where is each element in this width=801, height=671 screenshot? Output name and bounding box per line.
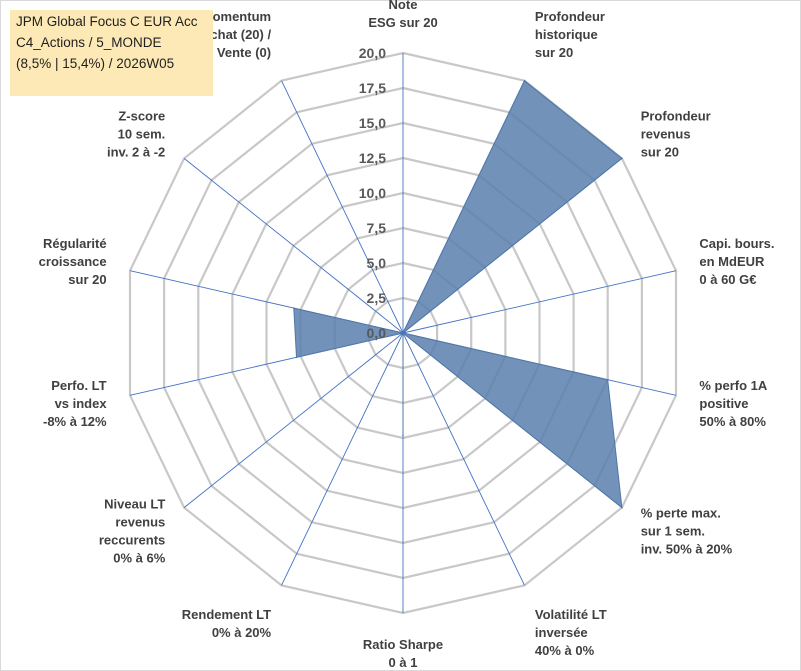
axis-label-line: 40% à 0%: [535, 643, 595, 658]
spoke-8: [281, 332, 404, 586]
axis-label-5: % perte max. sur 1 sem. inv. 50% à 20%: [641, 505, 733, 556]
spoke-6: [402, 332, 525, 586]
axis-label-line: sur 1 sem.: [641, 523, 705, 538]
axis-label-1: Profondeur historique sur 20: [535, 9, 605, 60]
label-layer: Note ESG sur 20 Profondeur historique sur 20…: [39, 0, 775, 670]
chart-title-line-1: JPM Global Focus C EUR Acc: [16, 14, 198, 29]
axis-label-line: Achat (20) /: [201, 27, 271, 42]
axis-label-line: 0% à 6%: [113, 550, 165, 565]
tick-label-1: 2,5: [367, 290, 387, 306]
tick-label-8: 20,0: [359, 45, 386, 61]
axis-label-13: Momentum Achat (20) / Vente (0): [201, 9, 271, 60]
tick-label-5: 12,5: [359, 150, 386, 166]
axis-label-12: Z-score 10 sem. inv. 2 à -2: [107, 109, 165, 160]
axis-label-line: Note: [389, 0, 418, 12]
axis-label-6: Volatilité LT inversée 40% à 0%: [535, 607, 607, 658]
tick-label-7: 17,5: [359, 80, 386, 96]
axis-label-line: sur 20: [641, 145, 679, 160]
spoke-13: [281, 80, 404, 334]
data-point-4: [606, 378, 609, 381]
axis-label-line: inv. 50% à 20%: [641, 541, 733, 556]
axis-label-line: revenus: [641, 127, 691, 142]
axis-label-line: -8% à 12%: [43, 414, 107, 429]
axis-label-line: vs index: [55, 396, 108, 411]
axis-label-line: % perfo 1A: [699, 378, 768, 393]
data-point-10: [295, 356, 298, 359]
axis-label-line: Z-score: [118, 109, 165, 124]
chart-title-box: JPM Global Focus C EUR Acc C4_Actions / …: [10, 10, 213, 96]
axis-label-line: en MdEUR: [699, 254, 765, 269]
axis-label-10: Perfo. LT vs index -8% à 12%: [43, 378, 107, 429]
chart-title-line-2: C4_Actions / 5_MONDE: [16, 35, 162, 50]
data-point-5: [621, 506, 623, 509]
tick-label-4: 10,0: [359, 185, 386, 201]
axis-label-line: revenus: [115, 514, 165, 529]
axis-label-line: Perfo. LT: [51, 378, 106, 393]
axis-label-9: Niveau LT revenus reccurents 0% à 6%: [99, 496, 166, 565]
spoke-12: [183, 158, 404, 334]
spoke-3: [402, 270, 677, 334]
tick-label-3: 7,5: [367, 220, 387, 236]
axis-label-0: Note ESG sur 20: [368, 0, 437, 30]
series-layer: [293, 79, 623, 509]
axis-label-line: Momentum: [202, 9, 271, 24]
axis-label-line: Volatilité LT: [535, 607, 607, 622]
axis-label-line: ESG sur 20: [368, 15, 437, 30]
axis-label-line: Capi. bours.: [699, 236, 774, 251]
data-point-13: [402, 332, 404, 334]
axis-label-line: Profondeur: [535, 9, 605, 24]
axis-label-line: positive: [699, 396, 748, 411]
series-area-0: [293, 79, 623, 509]
axis-label-line: 0 à 60 G€: [699, 272, 756, 287]
axis-label-8: Rendement LT 0% à 20%: [182, 607, 272, 640]
axis-label-line: sur 20: [68, 272, 106, 287]
axis-label-line: Profondeur: [641, 109, 711, 124]
axis-label-line: Régularité: [43, 236, 107, 251]
tick-layer: 0,0 2,5 5,0 7,5 10,0 12,5 15,0 17,5 20,0: [359, 45, 386, 341]
axis-label-line: Rendement LT: [182, 607, 271, 622]
axis-label-11: Régularité croissance sur 20: [39, 236, 107, 287]
spoke-9: [183, 332, 404, 508]
axis-label-4: % perfo 1A positive 50% à 80%: [699, 378, 768, 429]
axis-label-2: Profondeur revenus sur 20: [641, 109, 711, 160]
tick-label-6: 15,0: [359, 115, 386, 131]
axis-label-line: 10 sem.: [118, 127, 166, 142]
axis-label-line: Niveau LT: [104, 496, 165, 511]
tick-label-0: 0,0: [367, 325, 387, 341]
axis-label-7: Ratio Sharpe 0 à 1: [363, 637, 443, 670]
data-point-1: [523, 79, 526, 82]
axis-label-line: sur 20: [535, 45, 573, 60]
chart-title-line-3: (8,5% | 15,4%) / 2026W05: [16, 56, 175, 71]
data-point-11: [293, 307, 295, 309]
axis-label-line: inversée: [535, 625, 588, 640]
axis-label-line: reccurents: [99, 532, 165, 547]
axis-label-line: croissance: [39, 254, 107, 269]
tick-label-2: 5,0: [367, 255, 387, 271]
data-point-7: [402, 434, 404, 437]
axis-label-line: Ratio Sharpe: [363, 637, 443, 652]
data-point-2: [621, 157, 623, 160]
axis-label-line: Vente (0): [217, 45, 271, 60]
axis-label-line: inv. 2 à -2: [107, 145, 165, 160]
axis-label-line: % perte max.: [641, 505, 721, 520]
axis-label-line: 50% à 80%: [699, 414, 766, 429]
axis-label-line: 0 à 1: [389, 655, 418, 670]
axis-label-line: 0% à 20%: [212, 625, 272, 640]
axis-label-line: historique: [535, 27, 598, 42]
axis-label-3: Capi. bours. en MdEUR 0 à 60 G€: [699, 236, 774, 287]
